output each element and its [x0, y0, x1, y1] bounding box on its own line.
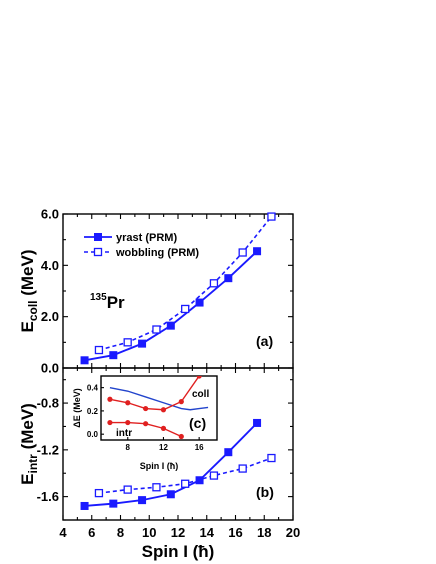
x-axis-title: Spin I (ħ) — [142, 542, 215, 561]
inset-upper-red-point — [107, 396, 113, 402]
a-yrast-point — [195, 298, 204, 307]
b-y-tick-label: -1.2 — [37, 442, 59, 457]
inset-lower-red-point — [160, 425, 167, 431]
b-yrast-point — [109, 499, 118, 508]
x-tick-label: 18 — [257, 525, 271, 540]
a-wobbling-point — [267, 212, 276, 221]
a-yrast-point — [80, 356, 89, 365]
b-yrast-point — [166, 490, 175, 499]
inset-y-tick-label: 0.0 — [87, 430, 99, 439]
a-yrast-point — [224, 274, 233, 283]
a-yrast-point — [109, 351, 118, 360]
a-y-tick-label: 6.0 — [41, 207, 59, 222]
b-wobbling-point — [238, 464, 247, 473]
inset-label: (c) — [189, 415, 206, 431]
x-tick-label: 14 — [200, 525, 215, 540]
b-wobbling-point — [152, 483, 161, 492]
inset-upper-red-point — [178, 399, 184, 405]
a-wobbling-point — [238, 248, 247, 257]
inset-curves — [107, 376, 209, 440]
panel-b-label: (b) — [256, 484, 274, 500]
inset-y-ticks: 0.0 0.2 0.4 — [87, 384, 104, 439]
a-y-tick-label: 0.0 — [41, 361, 59, 376]
a-wobbling-point — [209, 279, 219, 288]
b-wobbling-point — [123, 485, 132, 494]
panel-b-y-ticks: -1.6 -1.2 -0.8 — [37, 379, 293, 521]
x-tick-label: 20 — [286, 525, 300, 540]
a-wobbling-point — [94, 345, 104, 355]
x-tick-label: 16 — [228, 525, 242, 540]
panel-b: -1.6 -1.2 -0.8 4 6 8 10 12 14 16 18 20 Eintr (MeV)… — [18, 367, 300, 561]
inset-lower-red-point — [125, 419, 131, 426]
inset-lower-red-point — [178, 433, 184, 440]
inset-series — [107, 376, 209, 440]
panel-a-y-title: Ecoll (MeV) — [18, 249, 40, 332]
b-yrast-point — [253, 418, 262, 427]
b-wobbling-point — [267, 453, 276, 463]
x-tick-label: 6 — [88, 525, 95, 540]
a-wobbling-point — [123, 338, 132, 347]
a-y-tick-label: 2.0 — [41, 309, 59, 324]
x-tick-label: 4 — [59, 525, 67, 540]
panel-b-x-ticks: 4 6 8 10 12 14 16 18 20 — [59, 368, 300, 540]
panel-a-x-ticks — [62, 214, 294, 368]
b-yrast-point — [80, 501, 89, 510]
inset-x-ticks: 8 12 16 — [126, 437, 204, 452]
legend-yrast-marker — [94, 233, 102, 241]
panel-a-y-ticks: 0.0 2.0 4.0 6.0 — [41, 207, 293, 376]
x-tick-label: 8 — [117, 525, 124, 540]
inset-y-tick-label: 0.4 — [87, 384, 99, 393]
x-tick-label: 12 — [171, 525, 185, 540]
b-yrast-point — [138, 496, 147, 505]
x-tick-label: 10 — [142, 525, 156, 540]
inset-y-title: ΔE (MeV) — [72, 388, 82, 427]
inset-x-tick-label: 12 — [159, 443, 168, 452]
a-wobbling-point — [181, 304, 190, 314]
inset-upper-red-point — [125, 400, 131, 406]
b-yrast-point — [224, 448, 233, 457]
inset-frame — [100, 375, 218, 441]
a-yrast-point — [138, 339, 147, 348]
inset-x-tick-label: 8 — [126, 443, 131, 452]
panel-a-series — [80, 212, 276, 365]
panel-a-label: (a) — [256, 333, 273, 349]
legend-wobbling-marker — [93, 247, 103, 257]
inset-upper-red-point — [196, 376, 202, 379]
inset-x-title: Spin I (ħ) — [140, 461, 179, 471]
inset-y-tick-label: 0.2 — [87, 407, 99, 416]
legend: yrast (PRM) wobbling (PRM) — [84, 232, 199, 259]
inset-upper-red-point — [160, 407, 167, 413]
b-y-tick-label: -1.6 — [37, 489, 59, 504]
inset-intr-label: intr — [116, 428, 132, 439]
inset-lower-red-point — [143, 421, 149, 427]
inset-upper-red-point — [143, 405, 149, 412]
a-wobbling-point — [152, 325, 161, 334]
b-y-tick-label: -0.8 — [37, 396, 59, 411]
a-yrast-point — [253, 247, 262, 256]
a-y-tick-label: 4.0 — [41, 258, 59, 273]
b-wobbling-point — [181, 479, 190, 488]
inset-upper-red-line — [109, 376, 200, 411]
inset-c: 0.0 0.2 0.4 8 12 16 ΔE (MeV) Spin I (ħ) coll… — [72, 375, 218, 471]
inset-x-tick-label: 16 — [195, 443, 204, 452]
b-wobbling-point — [94, 488, 104, 498]
panel-a: 0.0 2.0 4.0 6.0 Ecoll (MeV) yrast (PRM) wob… — [18, 207, 294, 376]
inset-lower-red-point — [107, 419, 113, 426]
legend-yrast-label: yrast (PRM) — [116, 232, 177, 244]
inset-coll-label: coll — [192, 389, 209, 400]
panel-b-y-title: Eintr (MeV) — [18, 403, 40, 485]
panel-b-series — [80, 418, 276, 510]
a-yrast-point — [166, 321, 175, 330]
legend-wobbling-label: wobbling (PRM) — [115, 247, 199, 259]
b-wobbling-point — [209, 471, 219, 480]
nucleus-label: 135Pr — [90, 292, 125, 312]
